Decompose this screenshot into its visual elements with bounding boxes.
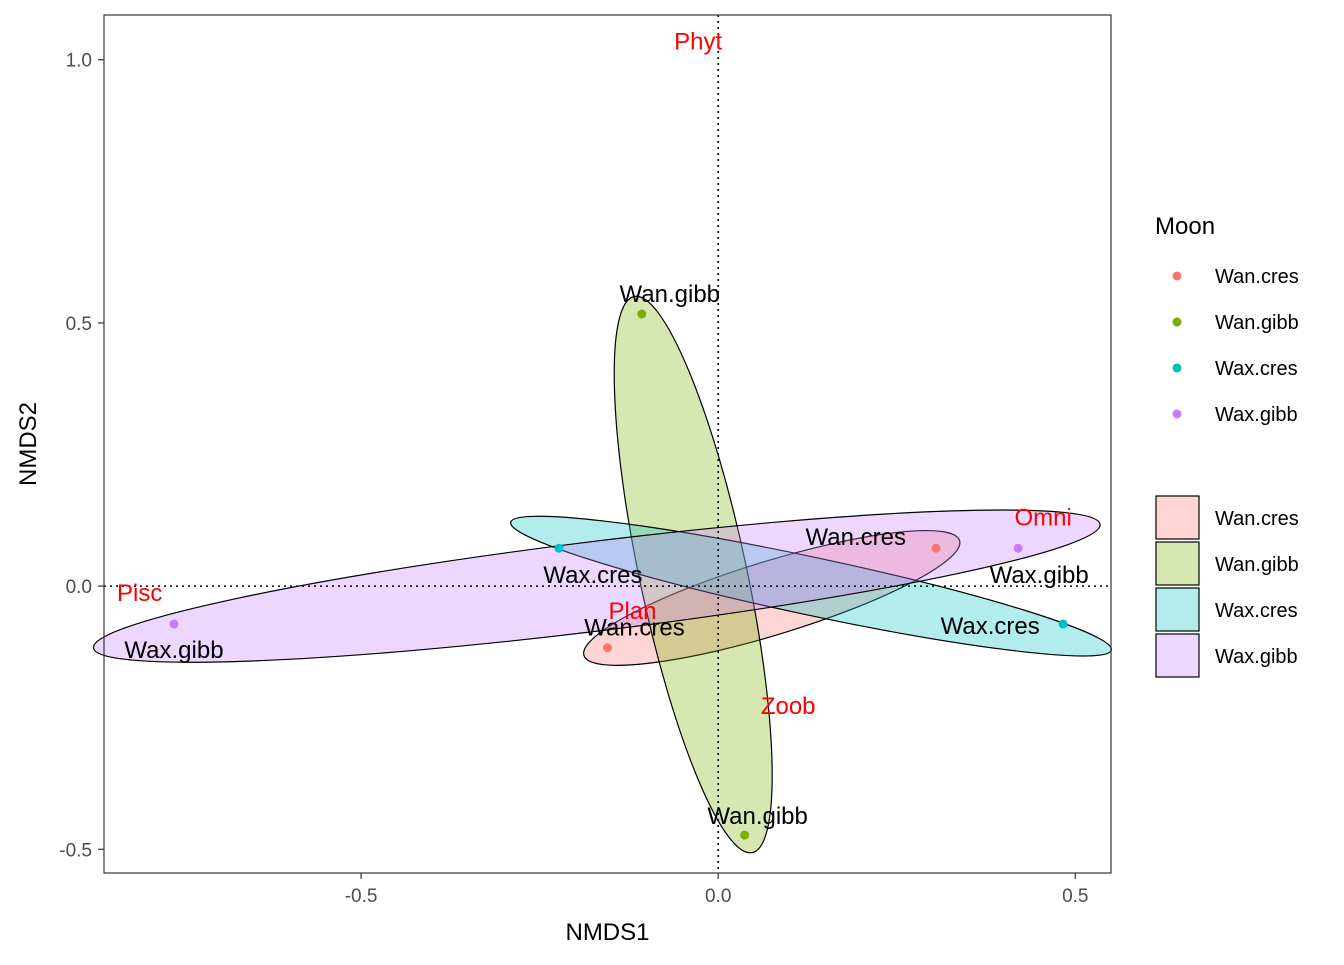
site-label-6: Wax.gibb bbox=[990, 562, 1089, 589]
legend-point-label: Wan.cres bbox=[1215, 266, 1299, 288]
legend-fill-label: Wan.cres bbox=[1215, 508, 1299, 530]
legend-point-label: Wan.gibb bbox=[1215, 312, 1299, 334]
x-tick-label: -0.5 bbox=[345, 886, 378, 907]
plot-frame bbox=[103, 14, 1112, 874]
site-point-2 bbox=[637, 309, 647, 319]
point-layer bbox=[169, 309, 1068, 840]
legend-fill-label: Wax.gibb bbox=[1215, 646, 1298, 668]
x-axis-title: NMDS1 bbox=[565, 919, 649, 946]
site-label-4: Wax.cres bbox=[543, 562, 642, 589]
y-axis-title: NMDS2 bbox=[15, 402, 42, 486]
y-tick-label: 0.0 bbox=[66, 577, 92, 598]
site-point-7 bbox=[169, 619, 179, 629]
legend-point-key bbox=[1172, 271, 1182, 281]
legend-title: Moon bbox=[1155, 213, 1215, 240]
site-point-1 bbox=[603, 643, 612, 653]
axis-layer: -0.5 0.0 0.5 -0.5 0.0 0.5 1.0 bbox=[59, 51, 1088, 907]
site-label-2: Wan.gibb bbox=[620, 281, 721, 308]
legend-point-label: Wax.cres bbox=[1215, 358, 1298, 380]
site-label-7: Wax.gibb bbox=[124, 637, 223, 664]
species-label-pisc: Pisc bbox=[117, 580, 162, 607]
ellipse-wan-gibb bbox=[613, 295, 773, 854]
legend-fill-label: Wax.cres bbox=[1215, 600, 1298, 622]
label-layer: Wan.cres Wan.cres Wan.gibb Wan.gibb Wax.cres… bbox=[117, 28, 1089, 830]
legend-point-key bbox=[1172, 409, 1182, 419]
site-label-0: Wan.cres bbox=[806, 524, 906, 551]
species-label-plan: Plan bbox=[608, 598, 656, 625]
reference-lines bbox=[104, 15, 1111, 873]
x-tick-label: 0.0 bbox=[705, 886, 731, 907]
site-label-3: Wan.gibb bbox=[707, 803, 808, 830]
site-point-6 bbox=[1013, 543, 1023, 553]
species-label-omni: Omni bbox=[1014, 505, 1071, 532]
y-tick-label: -0.5 bbox=[59, 840, 92, 861]
species-label-phyt: Phyt bbox=[674, 28, 722, 55]
legend-fill-label: Wan.gibb bbox=[1215, 554, 1299, 576]
legend-fill-key bbox=[1155, 587, 1200, 632]
legend-point-label: Wax.gibb bbox=[1215, 404, 1298, 426]
legend-point-key bbox=[1172, 363, 1182, 373]
ellipse-wan-cres bbox=[583, 529, 961, 666]
site-point-5 bbox=[1058, 619, 1068, 629]
legend-fill-key bbox=[1155, 495, 1200, 540]
y-tick-label: 1.0 bbox=[66, 51, 92, 72]
y-tick-label: 0.5 bbox=[66, 314, 92, 335]
legend: Moon Wan.cres Wan.gibb Wax.cres Wax.gibb Wan… bbox=[1155, 213, 1299, 678]
site-point-4 bbox=[554, 543, 564, 553]
site-label-1: Wan.cres bbox=[584, 615, 684, 642]
legend-fill-key bbox=[1155, 541, 1200, 586]
species-label-zoob: Zoob bbox=[761, 693, 816, 720]
legend-fill-key bbox=[1155, 633, 1200, 678]
legend-point-key bbox=[1172, 317, 1182, 327]
site-point-3 bbox=[740, 830, 750, 840]
site-label-5: Wax.cres bbox=[941, 613, 1040, 640]
plot-background bbox=[104, 15, 1111, 873]
site-point-0 bbox=[931, 543, 941, 553]
x-tick-label: 0.5 bbox=[1062, 886, 1088, 907]
